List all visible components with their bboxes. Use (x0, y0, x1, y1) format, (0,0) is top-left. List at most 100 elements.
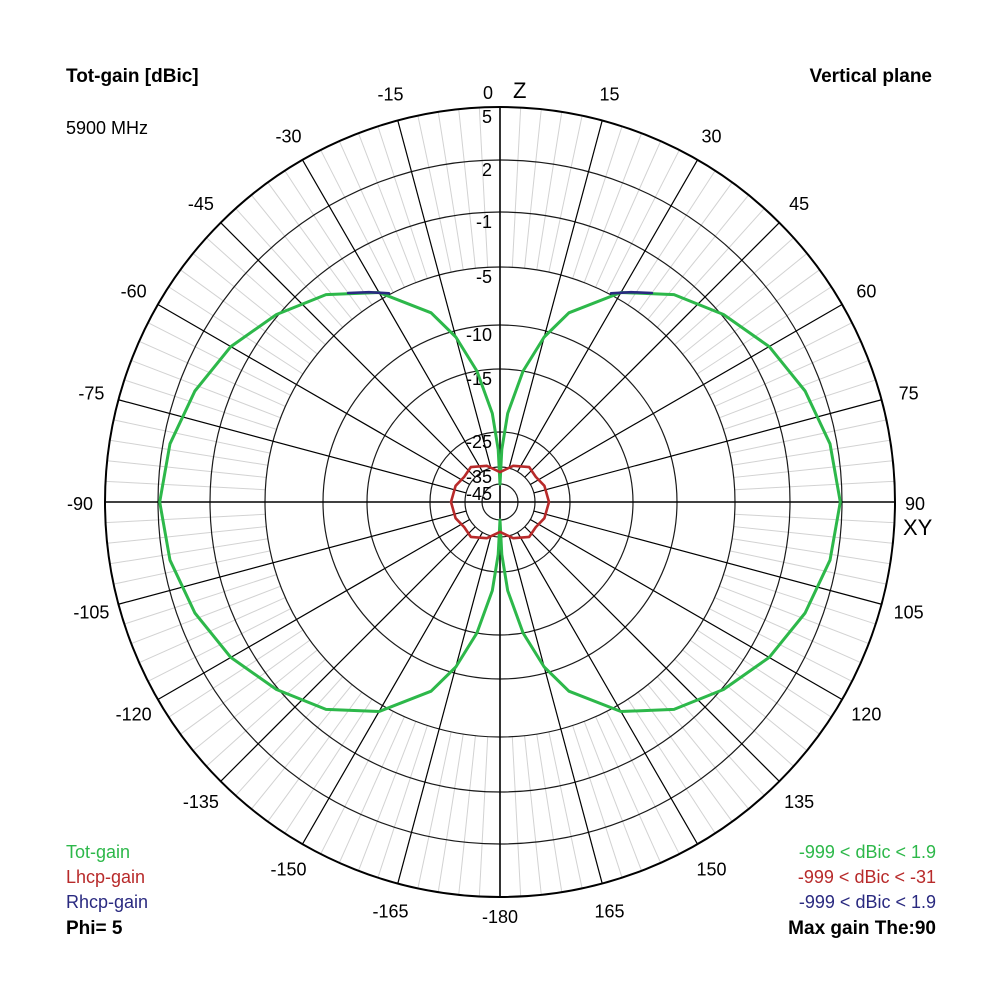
angle-label: -150 (270, 859, 306, 879)
angle-spoke (530, 518, 843, 701)
angle-spoke (516, 159, 699, 472)
angle-label: 150 (696, 859, 726, 879)
fine-grid-line (478, 107, 489, 268)
ring-labels: 52-1-5-10-15-25-35-45 (466, 107, 492, 504)
angle-spoke (397, 535, 492, 884)
angle-label: -15 (378, 84, 404, 104)
range-lhcp-gain: -999 < dBic < -31 (797, 867, 936, 887)
fine-grid-line (338, 140, 405, 288)
fine-grid-line (714, 340, 862, 407)
angle-spoke (524, 222, 780, 478)
ring-label: -35 (466, 467, 492, 487)
fine-grid-line (192, 253, 318, 355)
fine-grid-line (458, 735, 476, 895)
fine-grid-line (206, 237, 326, 346)
fine-grid-line (511, 736, 522, 897)
fine-grid-line (729, 550, 887, 585)
fine-grid-line (138, 340, 286, 407)
fine-grid-line (320, 149, 394, 293)
angle-label: -90 (67, 494, 93, 514)
xy-axis-label: XY (903, 515, 933, 540)
fine-grid-line (124, 379, 277, 430)
fine-grid-line (674, 237, 794, 346)
fine-grid-line (192, 649, 318, 751)
angle-spoke (524, 526, 780, 782)
angle-label: -180 (482, 907, 518, 927)
angle-label: 0 (483, 83, 493, 103)
angle-label: -165 (373, 902, 409, 922)
angle-spokes (105, 107, 895, 897)
fine-grid-line (606, 711, 680, 855)
max-gain-label: Max gain The:90 (788, 918, 936, 939)
range-rhcp-gain: -999 < dBic < 1.9 (798, 892, 936, 912)
fine-grid-line (548, 731, 583, 889)
fine-grid-line (723, 574, 876, 625)
legend-rhcp-gain: Rhcp-gain (66, 892, 149, 912)
fine-grid-line (732, 538, 891, 565)
tot-gain-trace-right (498, 291, 842, 713)
angle-spoke (533, 399, 882, 494)
angle-spoke (118, 510, 467, 605)
fine-grid-line (113, 419, 271, 454)
chart-title: Tot-gain [dBic] (66, 66, 199, 87)
fine-grid-line (357, 133, 417, 283)
fine-grid-line (251, 684, 353, 810)
angle-label: 135 (784, 792, 814, 812)
fine-grid-line (734, 513, 895, 524)
fine-grid-line (357, 721, 417, 871)
fine-grid (105, 107, 895, 897)
rhcp-gain-trace-left (346, 290, 391, 295)
angle-label: -75 (78, 384, 104, 404)
fine-grid-line (206, 658, 326, 767)
fine-grid-line (583, 721, 643, 871)
fine-grid-line (637, 182, 733, 313)
fine-grid-line (478, 736, 489, 897)
fine-grid-line (595, 140, 662, 288)
fine-grid-line (682, 649, 808, 751)
outer-ring (104, 106, 896, 898)
fine-grid-line (377, 126, 428, 279)
fine-grid-line (284, 698, 373, 834)
angle-spoke (157, 518, 470, 701)
angle-spoke (118, 399, 467, 494)
z-axis-label: Z (513, 78, 526, 103)
angle-label: -60 (121, 282, 147, 302)
angle-label: -30 (275, 127, 301, 147)
fine-grid-line (109, 538, 268, 565)
rhcp-gain-trace-right (609, 290, 654, 295)
angle-label: 165 (594, 902, 624, 922)
ring-label: -25 (466, 432, 492, 452)
angle-label: -105 (73, 602, 109, 622)
angle-spoke (508, 120, 603, 469)
fine-grid-line (113, 550, 271, 585)
fine-grid-line (124, 574, 277, 625)
angle-label: 60 (856, 282, 876, 302)
angle-spoke (157, 303, 470, 486)
fine-grid-line (284, 170, 373, 306)
phi-label: Phi= 5 (66, 918, 123, 939)
fine-grid-line (180, 269, 311, 365)
fine-grid-line (536, 734, 563, 893)
fine-grid-line (458, 109, 476, 269)
fine-grid-line (583, 133, 643, 283)
fine-grid-line (637, 691, 733, 822)
fine-grid-line (267, 182, 363, 313)
fine-grid-line (548, 115, 583, 273)
fine-grid-line (320, 711, 394, 855)
ring-label: 2 (482, 160, 492, 180)
angle-spoke (530, 303, 843, 486)
fine-grid-line (714, 597, 862, 664)
frequency-label: 5900 MHz (66, 118, 149, 138)
ring-label: -10 (466, 325, 492, 345)
fine-grid-line (107, 460, 267, 478)
fine-grid-line (338, 716, 405, 864)
angle-label: 45 (789, 194, 809, 214)
plane-label: Vertical plane (809, 66, 932, 87)
angle-spoke (220, 222, 476, 478)
fine-grid-line (696, 286, 832, 375)
fine-grid-line (131, 585, 281, 645)
fine-grid-line (235, 676, 344, 796)
lhcp-gain-trace-right (498, 464, 551, 540)
fine-grid-line (109, 439, 268, 466)
legend-tot-gain: Tot-gain (66, 842, 131, 862)
